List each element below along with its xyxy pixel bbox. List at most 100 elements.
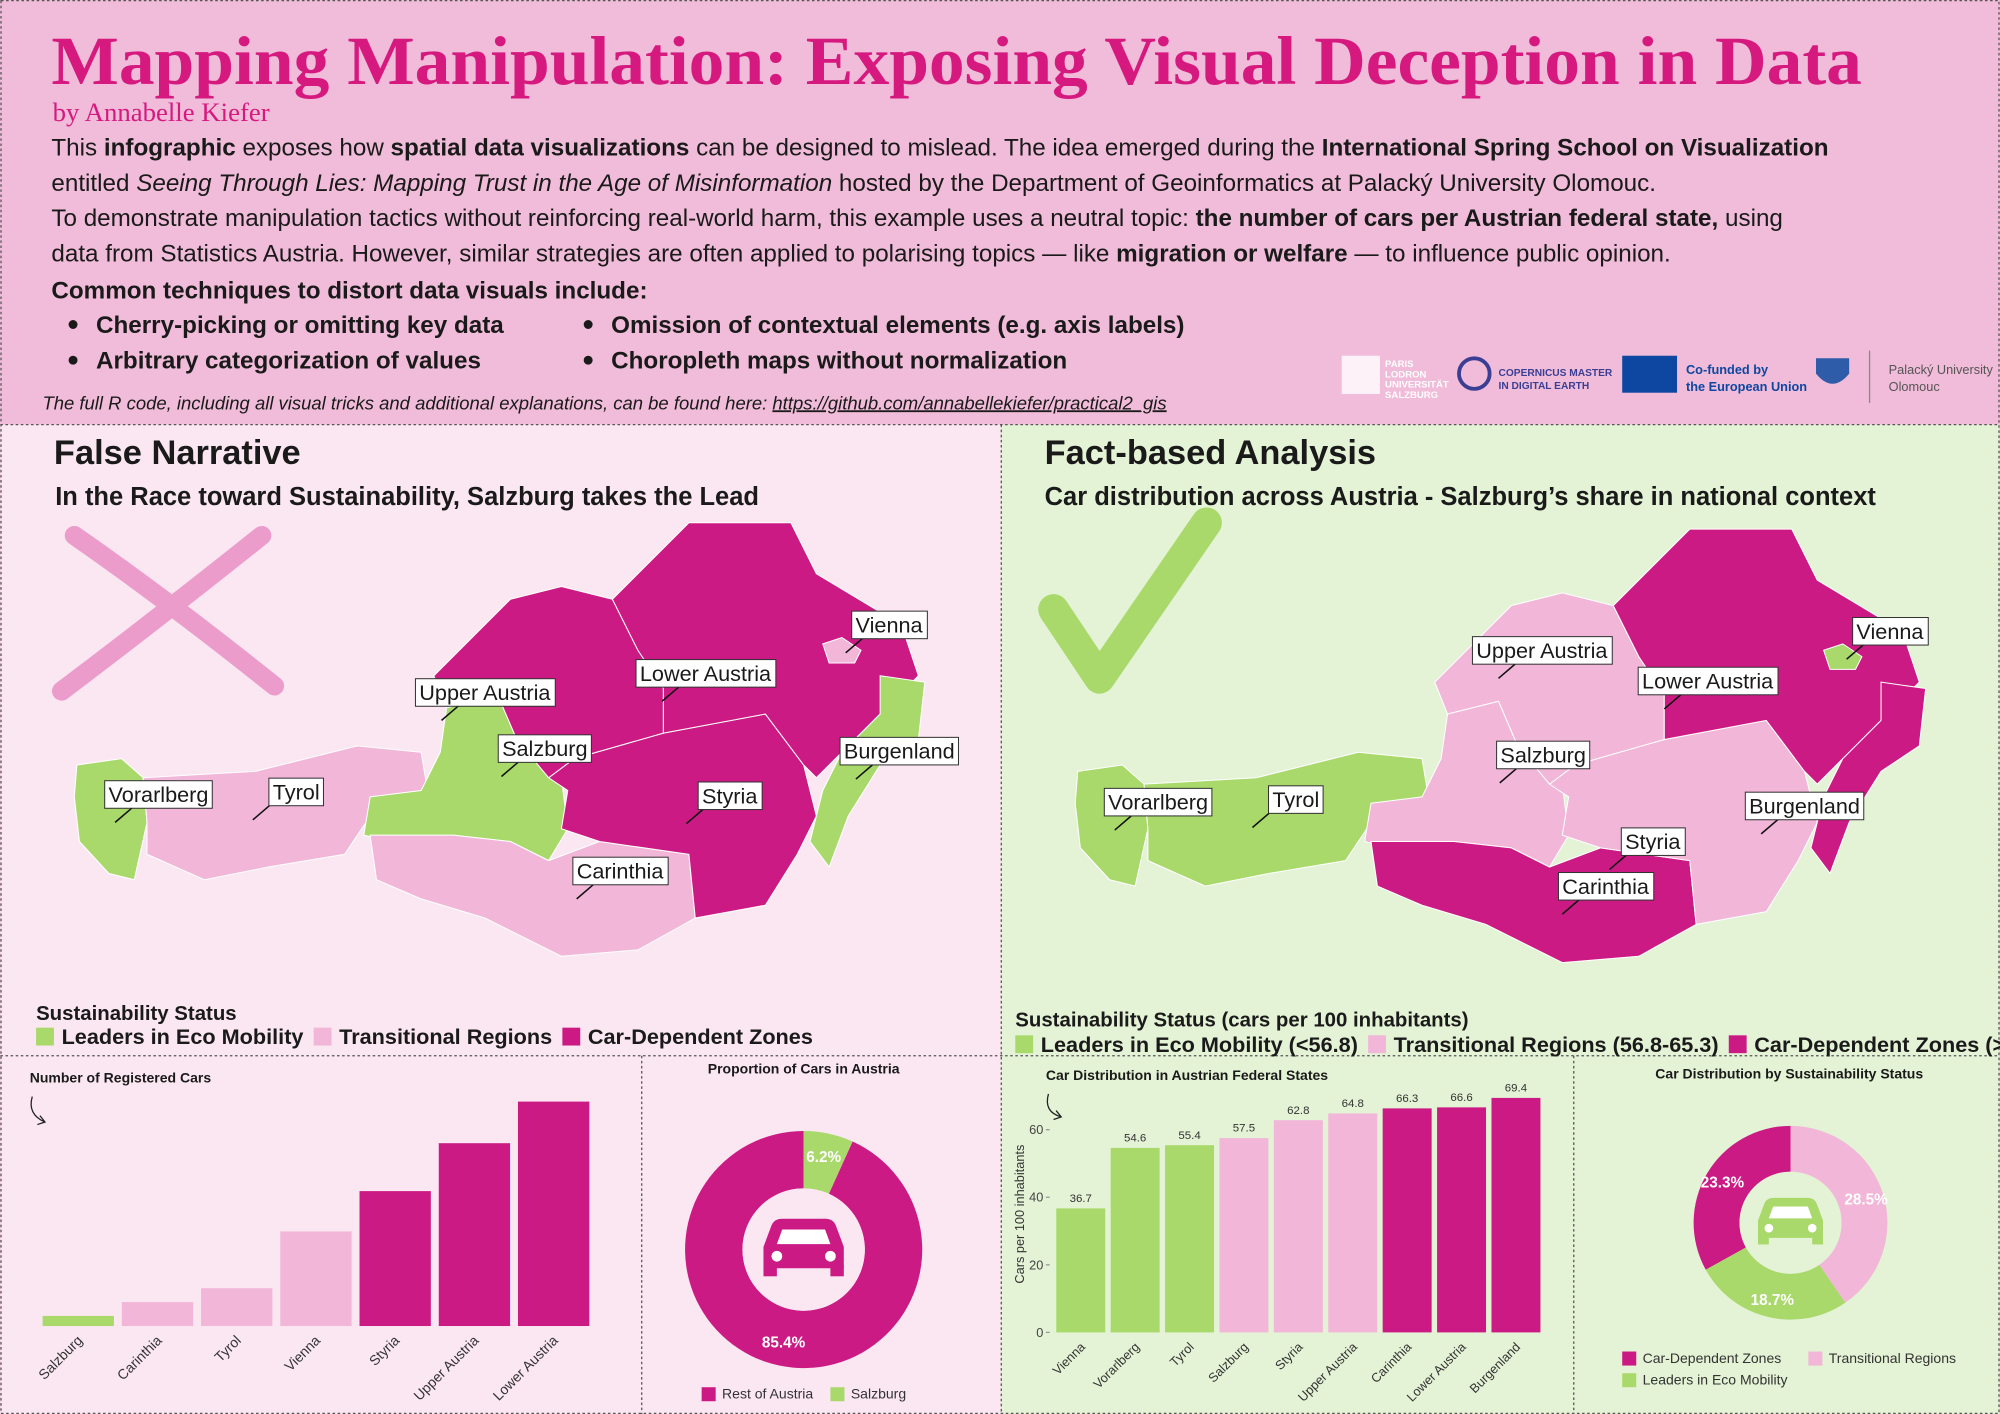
donut-slice	[803, 1130, 853, 1194]
legend-swatch	[313, 1027, 332, 1046]
intro-line: entitled Seeing Through Lies: Mapping Tr…	[51, 170, 1656, 197]
map-label: Tyrol	[1272, 787, 1319, 812]
byline: by Annabelle Kiefer	[53, 97, 270, 127]
map-label: Carinthia	[577, 858, 665, 883]
legend-label: Car-Dependent Zones (>65.3)	[1754, 1032, 2000, 1057]
label-arrow	[1499, 766, 1519, 784]
map-label-box	[1471, 636, 1613, 665]
data-label: 64.8	[1342, 1098, 1364, 1110]
map-label: Lower Austria	[640, 661, 772, 686]
bullet	[583, 355, 593, 365]
donut-slice	[1693, 1125, 1791, 1270]
techniques-heading: Common techniques to distort data visual…	[51, 277, 647, 304]
bar	[1491, 1097, 1541, 1333]
map-label-box	[1744, 791, 1865, 821]
legend-label: Leaders in Eco Mobility	[1643, 1372, 1788, 1388]
legend-label: Car-Dependent Zones	[588, 1024, 813, 1049]
map-label: Vorarlberg	[109, 782, 209, 807]
map-label: Burgenland	[1749, 793, 1860, 818]
intro-text: spatial data visualizations	[391, 135, 690, 162]
map-label-box	[1268, 785, 1324, 814]
car-window	[1768, 1206, 1813, 1219]
label-arrow	[685, 807, 705, 825]
legend-label: Transitional Regions	[339, 1024, 552, 1049]
bar	[1165, 1145, 1215, 1333]
legend-swatch	[1728, 1035, 1747, 1054]
map-label: Upper Austria	[419, 680, 551, 705]
map-label: Lower Austria	[1642, 669, 1774, 694]
legend-label: Salzburg	[851, 1386, 906, 1402]
map	[73, 522, 926, 957]
chart-title: Number of Registered Cars	[30, 1069, 212, 1085]
intro-line: data from Statistics Austria. However, s…	[51, 241, 1670, 268]
legend-label: Leaders in Eco Mobility	[62, 1024, 304, 1049]
bar	[1219, 1138, 1269, 1333]
map-label-box	[268, 777, 324, 807]
legend-label: Transitional Regions	[1829, 1350, 1956, 1366]
data-label: 69.4	[1505, 1083, 1528, 1095]
legend-swatch	[701, 1387, 716, 1402]
map-label: Vorarlberg	[1108, 790, 1208, 815]
code-link[interactable]: https://github.com/annabellekiefer/pract…	[772, 392, 1166, 413]
car-window	[776, 1229, 831, 1245]
logo-mark	[1341, 355, 1380, 394]
bar	[1382, 1108, 1432, 1333]
region	[822, 636, 862, 664]
map-label-box	[697, 781, 763, 811]
chart-title: Proportion of Cars in Austria	[708, 1061, 900, 1077]
logo-text: Co-funded by	[1686, 362, 1769, 377]
intro-line: This infographic exposes how spatial dat…	[51, 135, 1828, 162]
logo-text: the European Union	[1686, 379, 1807, 394]
legend-title: Sustainability Status	[36, 1003, 237, 1025]
data-label: 66.3	[1396, 1093, 1418, 1105]
legend-swatch	[1015, 1035, 1034, 1054]
intro-text: migration or welfare	[1116, 241, 1347, 268]
label-arrow	[1561, 898, 1581, 915]
label-arrow	[576, 883, 596, 900]
technique: Cherry-picking or omitting key data	[96, 312, 504, 339]
intro-text: data from Statistics Austria. However, s…	[51, 241, 1116, 268]
car-light	[1807, 1223, 1817, 1233]
arrow-icon	[30, 1096, 47, 1126]
bar	[121, 1302, 194, 1327]
label-arrow	[1663, 693, 1683, 710]
intro-line: To demonstrate manipulation tactics with…	[51, 205, 1783, 232]
data-label: 85.4%	[762, 1334, 806, 1351]
map-label-box	[1620, 827, 1686, 856]
intro-text: To demonstrate manipulation tactics with…	[51, 205, 1195, 232]
bar	[42, 1315, 114, 1327]
logo-text: PARIS	[1385, 359, 1413, 370]
technique: Arbitrary categorization of values	[96, 347, 481, 374]
map-label-box	[851, 610, 928, 640]
intro-text: Seeing Through Lies: Mapping Trust in th…	[136, 170, 832, 197]
chart-title: Car Distribution by Sustainability Statu…	[1655, 1066, 1923, 1082]
donut-slice	[685, 1130, 923, 1369]
label-arrow	[1114, 814, 1134, 831]
intro-text: entitled	[51, 170, 136, 197]
legend-swatch	[1622, 1351, 1637, 1366]
legend-label: Car-Dependent Zones	[1643, 1350, 1782, 1366]
map-label-box	[104, 780, 213, 809]
data-label: 36.7	[1070, 1193, 1092, 1205]
intro-text: the number of cars per Austrian federal …	[1196, 205, 1719, 232]
logo-text: SALZBURG	[1385, 390, 1438, 401]
label-arrow	[845, 636, 865, 654]
map-label: Vienna	[856, 612, 924, 637]
code-note: The full R code, including all visual tr…	[42, 392, 1166, 413]
label-arrow	[252, 803, 272, 821]
legend-label: Rest of Austria	[722, 1386, 813, 1402]
chart-title: Car Distribution in Austrian Federal Sta…	[1046, 1067, 1328, 1083]
intro-text: using	[1718, 205, 1783, 232]
map-label: Styria	[1625, 829, 1681, 854]
label-arrow	[1846, 643, 1865, 660]
map-label-box	[1852, 617, 1929, 646]
car-icon	[1812, 1235, 1824, 1245]
map-label-box	[572, 856, 669, 886]
map-label-box	[1103, 787, 1213, 817]
logo-text: COPERNICUS MASTER	[1499, 368, 1613, 379]
intro-text: hosted by the Department of Geoinformati…	[832, 170, 1656, 197]
data-label: 54.6	[1124, 1133, 1146, 1145]
legend-swatch	[830, 1387, 845, 1402]
legend-swatch	[562, 1027, 581, 1046]
legend-label: Transitional Regions (56.8-65.3)	[1394, 1032, 1719, 1057]
